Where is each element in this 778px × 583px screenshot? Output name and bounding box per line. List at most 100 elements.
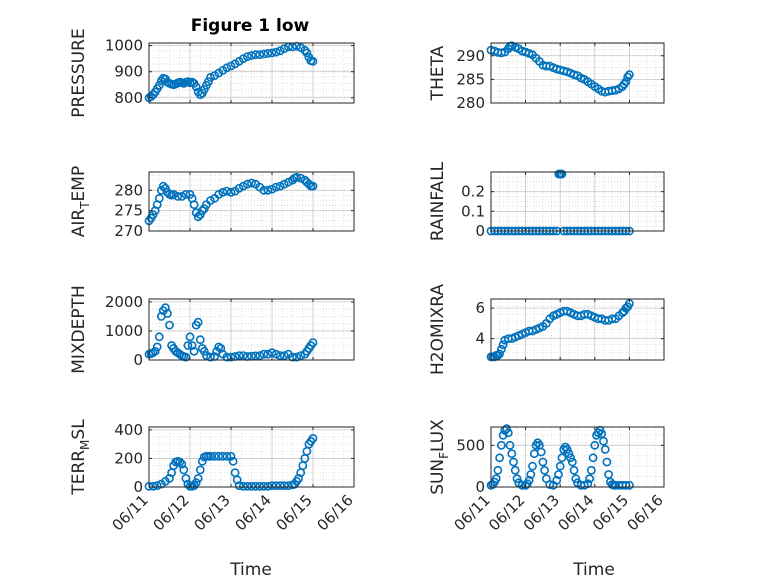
- data-point: [169, 189, 178, 199]
- data-point: [152, 342, 162, 352]
- data-point: [226, 187, 236, 197]
- axes-box: [148, 42, 355, 104]
- data-point: [271, 47, 281, 57]
- data-point: [507, 449, 517, 459]
- data-point: [279, 351, 289, 360]
- data-point: [308, 181, 318, 191]
- data-point: [259, 481, 269, 491]
- data-point: [259, 185, 269, 195]
- data-point: [263, 185, 273, 195]
- data-point: [183, 341, 193, 350]
- subplot-mixdepth: 0 1000 2000 MIXDEPTH: [69, 285, 355, 374]
- data-point: [496, 440, 506, 450]
- data-point: [588, 453, 598, 463]
- y-axis-label: TERRMSL: [69, 419, 92, 496]
- data-point: [538, 457, 548, 467]
- data-point: [495, 453, 504, 463]
- data-point: [308, 433, 318, 443]
- data-point: [199, 346, 209, 356]
- data-point: [552, 475, 562, 485]
- y-axis-label-main: PRESSURE: [69, 28, 89, 117]
- data-point: [189, 200, 199, 209]
- data-point: [218, 451, 228, 461]
- data-point: [491, 474, 501, 484]
- data-point: [185, 332, 195, 342]
- data-point: [214, 451, 224, 461]
- x-axis-label-right: Time: [572, 560, 615, 580]
- data-point: [510, 465, 520, 475]
- y-tick-label: 275: [114, 202, 143, 220]
- data-point: [242, 52, 252, 61]
- data-point: [590, 440, 600, 450]
- data-point: [251, 50, 260, 60]
- data-point: [203, 77, 213, 86]
- data-point: [263, 349, 273, 359]
- y-axis-label-tail: SL: [69, 419, 89, 440]
- data-point: [242, 179, 252, 189]
- y-axis-label: H2OMIXRA: [428, 284, 448, 375]
- y-axis-label: SUNFLUX: [428, 419, 451, 495]
- data-point: [526, 470, 536, 479]
- data-point: [222, 352, 232, 362]
- axes-box: [490, 171, 665, 232]
- y-axis-label-subscript: M: [78, 440, 92, 450]
- data-point: [226, 352, 236, 362]
- data-point: [564, 449, 574, 459]
- data-point: [210, 451, 219, 461]
- data-point: [275, 181, 285, 191]
- data-point: [505, 440, 515, 450]
- data-point: [279, 44, 289, 54]
- data-point: [255, 50, 265, 60]
- data-point: [206, 73, 215, 82]
- data-point: [586, 465, 596, 475]
- data-point: [242, 481, 252, 491]
- figure-title: Figure 1 low: [191, 16, 310, 36]
- data-point: [292, 172, 301, 182]
- data-point: [569, 70, 579, 80]
- axes-box: [148, 171, 355, 232]
- data-point: [302, 48, 312, 58]
- y-tick-label: 280: [456, 94, 485, 112]
- data-point: [296, 351, 306, 360]
- data-point: [154, 193, 164, 203]
- data-point: [296, 173, 306, 183]
- data-point: [554, 470, 563, 479]
- data-point: [181, 473, 191, 483]
- data-point: [625, 480, 634, 490]
- data-point: [251, 481, 260, 491]
- subplot-pressure: 800 900 1000 PRESSURE: [69, 28, 355, 118]
- y-tick-label: 4: [475, 330, 485, 348]
- data-point: [545, 480, 555, 489]
- subplot-h2omixra: 4 6 H2OMIXRA: [428, 284, 665, 375]
- data-point: [201, 351, 211, 360]
- data-point: [181, 189, 191, 199]
- data-point: [238, 481, 248, 491]
- data-point: [247, 51, 256, 60]
- y-tick-label: 280: [114, 181, 143, 199]
- y-tick-label: 400: [114, 421, 143, 439]
- data-point: [502, 424, 511, 434]
- y-tick-label: 500: [456, 436, 485, 454]
- y-tick-label: 0: [475, 478, 485, 496]
- y-axis-label-main: MIXDEPTH: [69, 285, 89, 374]
- y-axis-label-main: RAINFALL: [428, 161, 448, 241]
- data-point: [193, 317, 203, 327]
- subplot-grid: 800 900 1000 PRESSURE 280 285 290 THETA 270 275 28…: [69, 28, 667, 534]
- y-axis-label-main: THETA: [428, 45, 448, 101]
- y-axis-label-main: TERR: [69, 450, 89, 496]
- y-axis-label-main: SUN: [428, 459, 448, 495]
- data-point: [493, 465, 503, 475]
- data-point: [308, 338, 318, 347]
- y-axis-label-tail: LUX: [428, 419, 448, 452]
- data-point: [255, 351, 265, 360]
- y-axis-label-subscript: F: [437, 452, 451, 459]
- data-point: [158, 181, 168, 191]
- subplot-rainfall: 0 0.10.2 RAINFALL: [428, 161, 665, 241]
- data-point: [226, 451, 236, 461]
- data-point: [621, 77, 631, 87]
- data-point: [503, 428, 513, 438]
- data-point: [238, 351, 248, 360]
- data-point: [228, 456, 238, 466]
- y-axis-label: RAINFALL: [428, 161, 448, 241]
- data-point: [602, 457, 612, 467]
